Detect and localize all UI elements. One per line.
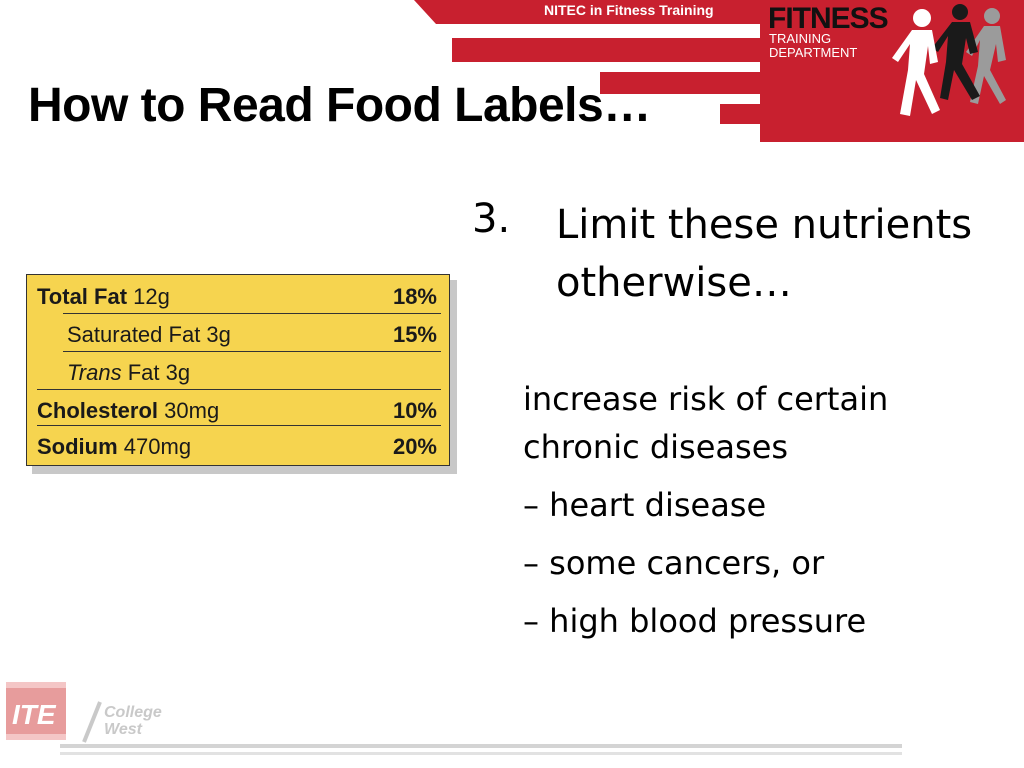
label-row-percent: 20% (392, 434, 437, 459)
fitness-sub-line1: TRAINING (769, 31, 832, 46)
bullet-item: – high blood pressure (523, 602, 867, 640)
banner-stripe (600, 72, 762, 94)
college-line: West (104, 721, 142, 738)
label-row-amount: 470mg (123, 434, 192, 459)
point-line: Limit these nutrients (556, 202, 973, 248)
point-number: 3. (472, 196, 511, 242)
sub-text-line: increase risk of certain (523, 380, 889, 418)
label-row-name: Total Fat 12g (37, 284, 170, 310)
label-divider (63, 313, 441, 314)
label-row-total-fat: Total Fat 12g 18% (37, 277, 441, 313)
ite-logo-text: ITE (12, 699, 57, 730)
label-row-trans-fat: Trans Fat 3g (37, 353, 441, 389)
college-line: College (104, 704, 162, 721)
label-row-name-bold: Total Fat (37, 284, 128, 309)
fitness-logo-word: FITNESS (768, 2, 889, 35)
label-row-percent: 18% (392, 284, 437, 309)
bullet-item: – some cancers, or (523, 544, 825, 582)
label-row-percent: 15% (392, 322, 437, 347)
header-banner: NITEC in Fitness Training FITNESS TRAINI… (0, 0, 1024, 150)
label-row-percent: 10% (392, 398, 437, 423)
label-row-name-italic: Trans (67, 360, 122, 385)
nutrition-label: Total Fat 12g 18% Saturated Fat 3g 15% T… (26, 274, 450, 466)
footer-rule (60, 752, 902, 755)
label-row-name: Trans Fat 3g (67, 360, 190, 386)
label-row-name-bold: Cholesterol (37, 398, 159, 423)
label-row-name: Sodium 470mg (37, 434, 191, 460)
banner-tab (414, 0, 794, 24)
ite-logo-icon: ITE (6, 682, 66, 740)
fitness-sub-line2: DEPARTMENT (769, 45, 858, 60)
point-line: otherwise… (556, 260, 792, 306)
label-row-sodium: Sodium 470mg 20% (37, 427, 441, 463)
point-text: Limit these nutrients otherwise… (556, 196, 996, 312)
label-divider (63, 351, 441, 352)
label-row-cholesterol: Cholesterol 30mg 10% (37, 391, 441, 427)
label-row-name: Saturated Fat 3g (67, 322, 231, 347)
banner-stripe (720, 104, 762, 124)
college-west-logo: College West (104, 704, 162, 738)
label-row-amount: 30mg (164, 398, 220, 423)
college-slash-icon (82, 701, 102, 743)
slide-title: How to Read Food Labels… (28, 79, 651, 132)
banner-tab-text: NITEC in Fitness Training (544, 2, 714, 18)
label-row-name: Cholesterol 30mg (37, 398, 219, 424)
label-divider (37, 425, 441, 426)
banner-stripe (452, 38, 762, 62)
label-row-name-bold: Sodium (37, 434, 118, 459)
runners-icon (892, 4, 1006, 116)
sub-text-line: chronic diseases (523, 428, 789, 466)
label-row-amount: 12g (133, 284, 170, 309)
label-row-saturated-fat: Saturated Fat 3g 15% (37, 315, 441, 351)
footer-rule (60, 744, 902, 748)
bullet-item: – heart disease (523, 486, 767, 524)
label-row-name-rest: Fat 3g (127, 360, 191, 385)
label-divider (37, 389, 441, 390)
